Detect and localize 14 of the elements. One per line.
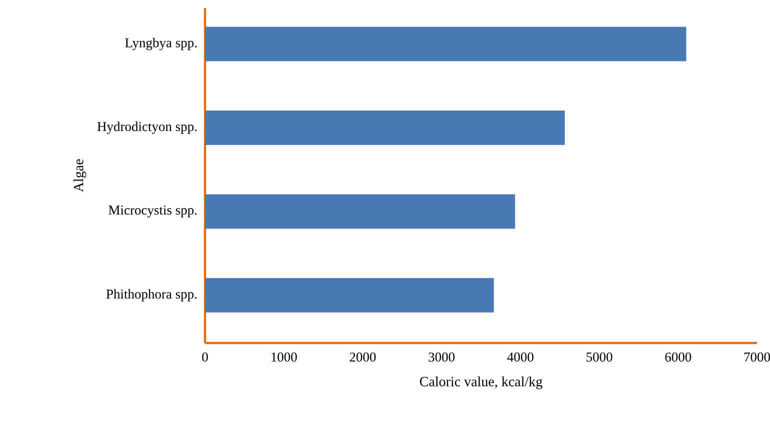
- x-tick-label: 7000: [744, 352, 770, 362]
- x-tick-label: 1000: [272, 352, 297, 362]
- x-tick-label: 4000: [507, 352, 534, 362]
- x-tick-label: 6000: [665, 352, 692, 362]
- x-tick-label: 5000: [586, 352, 612, 362]
- y-tick-label: Hydrodictyon spp.: [97, 122, 197, 134]
- y-tick-label: Lyngbya spp.: [125, 38, 197, 50]
- x-axis-title: Caloric value, kcal/kg: [420, 376, 542, 390]
- y-tick-label: Microcystis spp.: [108, 206, 197, 218]
- x-tick-label: 2000: [350, 352, 376, 362]
- y-tick-label: Phithophora spp.: [106, 289, 197, 302]
- y-axis-title: Algae: [73, 159, 86, 192]
- x-tick-label: 0: [202, 352, 208, 362]
- x-tick-label: 3000: [428, 352, 455, 362]
